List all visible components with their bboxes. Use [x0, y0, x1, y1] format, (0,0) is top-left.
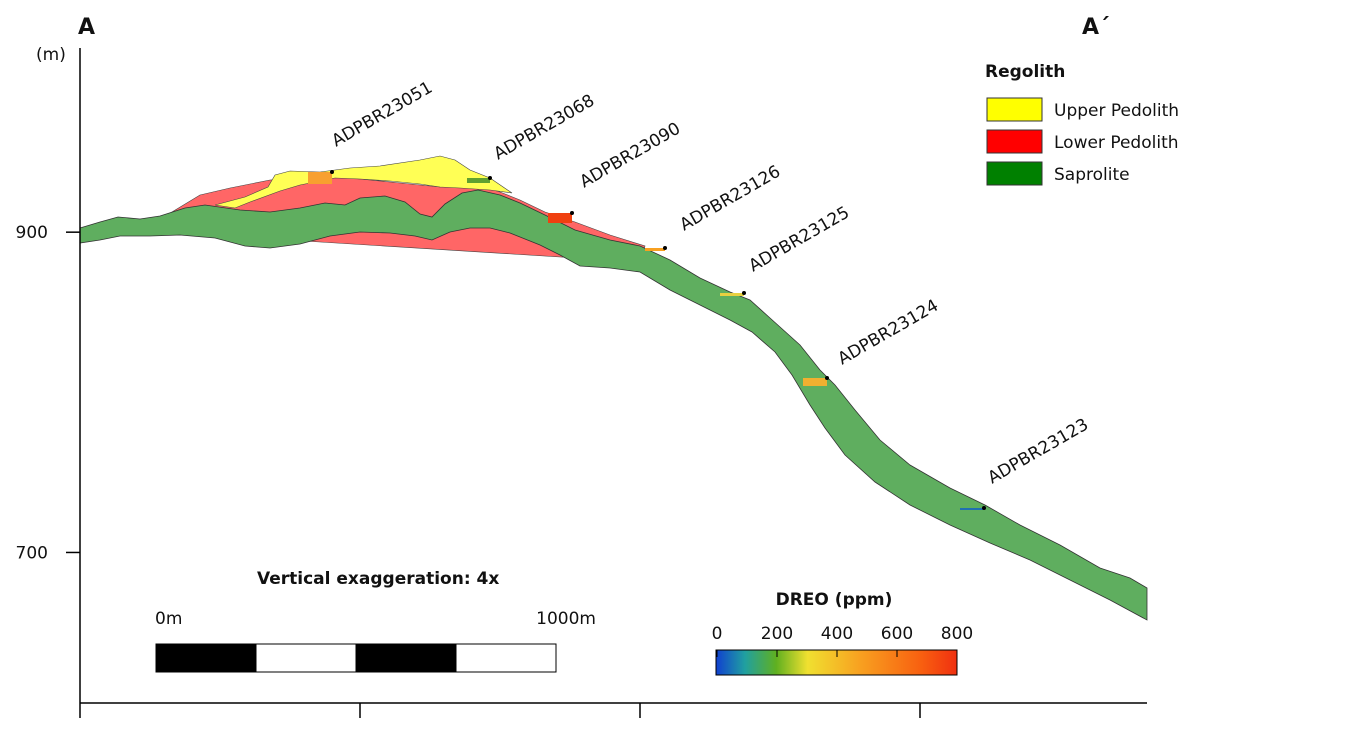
- drillhole-label: ADPBR23123: [985, 415, 1092, 489]
- legend-label: Lower Pedolith: [1054, 133, 1179, 153]
- legend-swatch: [986, 97, 1043, 122]
- y-unit: (m): [36, 45, 66, 65]
- legend-label: Upper Pedolith: [1054, 101, 1179, 121]
- scale-bar: [155, 643, 557, 673]
- drillhole-label: ADPBR23126: [677, 162, 784, 236]
- drillhole-markers: [308, 170, 986, 510]
- scale-label: 1000m: [536, 609, 596, 629]
- colorbar-tick-label: 800: [941, 624, 973, 644]
- drillhole-label: ADPBR23068: [491, 91, 598, 165]
- y-tick-label: 900: [16, 223, 48, 243]
- colorbar-tick-label: 600: [881, 624, 913, 644]
- colorbar-tick-label: 200: [761, 624, 793, 644]
- colorbar-tick-label: 400: [821, 624, 853, 644]
- section-start: A: [78, 15, 95, 40]
- x-ticks: [79, 703, 921, 718]
- drillhole-label: ADPBR23051: [329, 78, 436, 152]
- drillhole-label: ADPBR23125: [746, 203, 853, 277]
- colorbar: [715, 649, 958, 676]
- section-end: A´: [1082, 15, 1110, 40]
- colorbar-tick-label: 0: [712, 624, 723, 644]
- scale-label: 0m: [155, 609, 182, 629]
- legend-label: Saprolite: [1054, 165, 1130, 185]
- y-tick-label: 700: [16, 543, 48, 563]
- drillhole-label: ADPBR23090: [577, 119, 684, 193]
- legend-swatch: [986, 161, 1043, 186]
- legend-swatch: [986, 129, 1043, 154]
- drillhole-label: ADPBR23124: [835, 296, 942, 370]
- note: Vertical exaggeration: 4x: [257, 569, 499, 589]
- saprolite: [79, 189, 1148, 621]
- upper-pedolith: [214, 155, 513, 209]
- colorbar-title: DREO (ppm): [776, 590, 893, 610]
- legend-title: Regolith: [985, 62, 1065, 82]
